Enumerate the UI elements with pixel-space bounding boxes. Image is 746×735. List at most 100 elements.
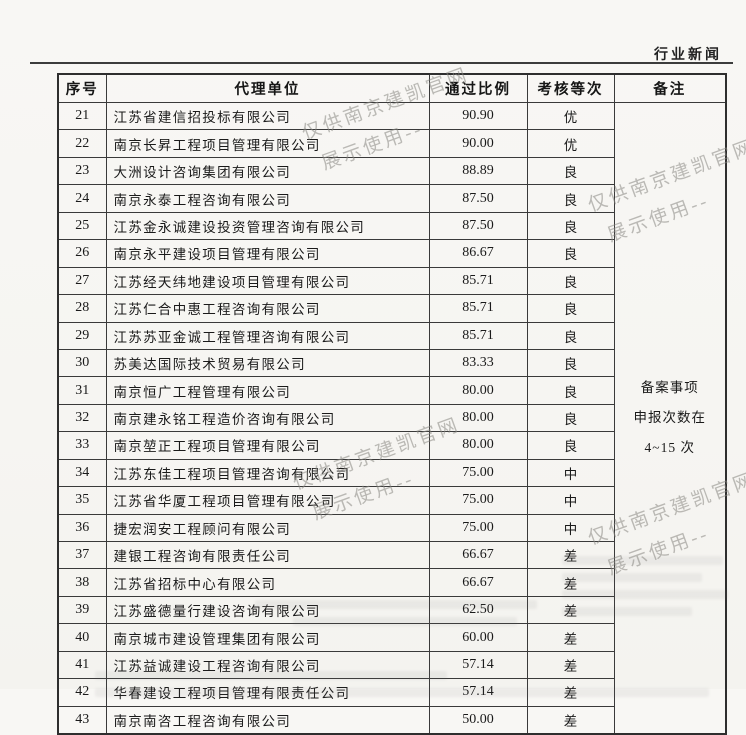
cell-grade: 良 bbox=[526, 294, 615, 323]
cell-grade: 良 bbox=[526, 403, 615, 433]
table-row: 24 南京永泰工程咨询有限公司 87.50 良 bbox=[57, 184, 726, 213]
cell-grade: 差 bbox=[526, 623, 615, 652]
cell-ratio: 80.00 bbox=[428, 403, 528, 433]
table-row: 26 南京永平建设项目管理有限公司 86.67 良 bbox=[57, 239, 726, 268]
cell-grade: 良 bbox=[526, 348, 615, 378]
cell-no: 22 bbox=[57, 129, 107, 158]
cell-no: 21 bbox=[57, 101, 107, 131]
table-row: 32 南京建永铭工程造价咨询有限公司 80.00 良 bbox=[57, 403, 726, 433]
assessment-table: 序号 代理单位 通过比例 考核等次 备注 21 江苏省建信招投标有限公司 90.90… bbox=[57, 73, 727, 735]
table-row: 38 江苏省招标中心有限公司 66.67 差 bbox=[57, 568, 726, 597]
cell-no: 24 bbox=[57, 184, 107, 213]
table-row: 28 江苏仁合中惠工程咨询有限公司 85.71 良 bbox=[57, 294, 726, 323]
cell-grade: 差 bbox=[526, 678, 615, 707]
cell-grade: 差 bbox=[526, 540, 615, 570]
cell-grade: 中 bbox=[526, 486, 615, 515]
cell-ratio: 90.00 bbox=[428, 129, 528, 158]
cell-agency: 南京建永铭工程造价咨询有限公司 bbox=[105, 403, 430, 433]
cell-grade: 中 bbox=[526, 513, 615, 543]
cell-grade: 良 bbox=[526, 211, 615, 241]
cell-ratio: 85.71 bbox=[428, 294, 528, 323]
table-body: 21 江苏省建信招投标有限公司 90.90 优备案事项 申报次数在 4~15 次 22 南京长… bbox=[57, 101, 727, 735]
cell-ratio: 66.67 bbox=[428, 540, 528, 570]
cell-grade: 优 bbox=[526, 129, 615, 158]
remark-line: 4~15 次 bbox=[644, 440, 695, 456]
header-remark: 备注 bbox=[613, 73, 727, 103]
table-header: 序号 代理单位 通过比例 考核等次 备注 bbox=[57, 73, 727, 103]
cell-agency: 苏美达国际技术贸易有限公司 bbox=[105, 348, 430, 378]
remark-cell: 备案事项 申报次数在 4~15 次 bbox=[613, 102, 727, 735]
cell-grade: 良 bbox=[526, 431, 615, 460]
cell-grade: 良 bbox=[526, 376, 615, 405]
cell-no: 31 bbox=[57, 376, 107, 405]
cell-no: 34 bbox=[57, 458, 107, 488]
cell-grade: 差 bbox=[526, 705, 615, 735]
cell-ratio: 75.00 bbox=[428, 513, 528, 543]
cell-no: 43 bbox=[57, 705, 107, 735]
cell-agency: 江苏益诚建设工程咨询有限公司 bbox=[105, 650, 430, 680]
cell-no: 41 bbox=[57, 650, 107, 680]
cell-no: 27 bbox=[57, 266, 107, 296]
table-row: 34 江苏东佳工程项目管理咨询有限公司 75.00 中 bbox=[57, 458, 726, 488]
cell-grade: 良 bbox=[526, 321, 615, 350]
cell-agency: 江苏省招标中心有限公司 bbox=[105, 568, 430, 597]
table-row: 36 捷宏润安工程顾问有限公司 75.00 中 bbox=[57, 513, 726, 543]
cell-agency: 南京堃正工程项目管理有限公司 bbox=[105, 431, 430, 460]
cell-grade: 差 bbox=[526, 595, 615, 625]
section-title: 行业新闻 bbox=[654, 48, 722, 63]
header-no: 序号 bbox=[57, 73, 107, 103]
cell-no: 38 bbox=[57, 568, 107, 597]
cell-no: 25 bbox=[57, 211, 107, 241]
cell-agency: 捷宏润安工程顾问有限公司 bbox=[105, 513, 430, 543]
cell-ratio: 62.50 bbox=[428, 595, 528, 625]
cell-no: 33 bbox=[57, 431, 107, 460]
cell-agency: 南京永泰工程咨询有限公司 bbox=[105, 184, 430, 213]
cell-grade: 良 bbox=[526, 184, 615, 213]
cell-agency: 建银工程咨询有限责任公司 bbox=[105, 540, 430, 570]
cell-ratio: 75.00 bbox=[428, 486, 528, 515]
cell-ratio: 75.00 bbox=[428, 458, 528, 488]
cell-no: 39 bbox=[57, 595, 107, 625]
cell-grade: 良 bbox=[526, 156, 615, 186]
cell-no: 29 bbox=[57, 321, 107, 350]
cell-ratio: 80.00 bbox=[428, 431, 528, 460]
table-row: 25 江苏金永诚建设投资管理咨询有限公司 87.50 良 bbox=[57, 211, 726, 241]
cell-ratio: 90.90 bbox=[428, 101, 528, 131]
cell-agency: 江苏省建信招投标有限公司 bbox=[105, 101, 430, 131]
cell-grade: 良 bbox=[526, 266, 615, 296]
cell-agency: 江苏金永诚建设投资管理咨询有限公司 bbox=[105, 211, 430, 241]
cell-ratio: 88.89 bbox=[428, 156, 528, 186]
cell-no: 28 bbox=[57, 294, 107, 323]
cell-no: 36 bbox=[57, 513, 107, 543]
cell-agency: 江苏省华厦工程项目管理有限公司 bbox=[105, 486, 430, 515]
cell-agency: 南京南咨工程咨询有限公司 bbox=[105, 705, 430, 735]
header-grade: 考核等次 bbox=[526, 73, 615, 103]
cell-no: 37 bbox=[57, 540, 107, 570]
cell-agency: 华春建设工程项目管理有限责任公司 bbox=[105, 678, 430, 707]
cell-agency: 南京城市建设管理集团有限公司 bbox=[105, 623, 430, 652]
cell-ratio: 60.00 bbox=[428, 623, 528, 652]
cell-no: 40 bbox=[57, 623, 107, 652]
cell-ratio: 57.14 bbox=[428, 678, 528, 707]
cell-ratio: 87.50 bbox=[428, 184, 528, 213]
cell-grade: 中 bbox=[526, 458, 615, 488]
header-ratio: 通过比例 bbox=[428, 73, 528, 103]
cell-grade: 良 bbox=[526, 239, 615, 268]
table-row: 31 南京恒广工程管理有限公司 80.00 良 bbox=[57, 376, 726, 405]
cell-grade: 差 bbox=[526, 568, 615, 597]
table-row: 35 江苏省华厦工程项目管理有限公司 75.00 中 bbox=[57, 486, 726, 515]
cell-agency: 江苏仁合中惠工程咨询有限公司 bbox=[105, 294, 430, 323]
cell-no: 26 bbox=[57, 239, 107, 268]
table-row: 40 南京城市建设管理集团有限公司 60.00 差 bbox=[57, 623, 726, 652]
cell-agency: 大洲设计咨询集团有限公司 bbox=[105, 156, 430, 186]
cell-agency: 江苏经天纬地建设项目管理有限公司 bbox=[105, 266, 430, 296]
cell-ratio: 87.50 bbox=[428, 211, 528, 241]
cell-no: 32 bbox=[57, 403, 107, 433]
header-agency: 代理单位 bbox=[105, 73, 430, 103]
table-row: 21 江苏省建信招投标有限公司 90.90 优备案事项 申报次数在 4~15 次 bbox=[57, 101, 727, 735]
cell-ratio: 66.67 bbox=[428, 568, 528, 597]
cell-no: 23 bbox=[57, 156, 107, 186]
cell-ratio: 86.67 bbox=[428, 239, 528, 268]
cell-no: 35 bbox=[57, 486, 107, 515]
